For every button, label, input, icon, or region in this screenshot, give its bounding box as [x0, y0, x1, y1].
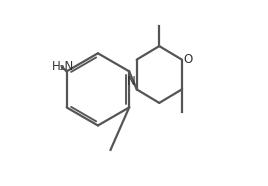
- Text: H₂N: H₂N: [52, 60, 74, 73]
- Text: O: O: [183, 53, 192, 66]
- Text: N: N: [127, 76, 136, 89]
